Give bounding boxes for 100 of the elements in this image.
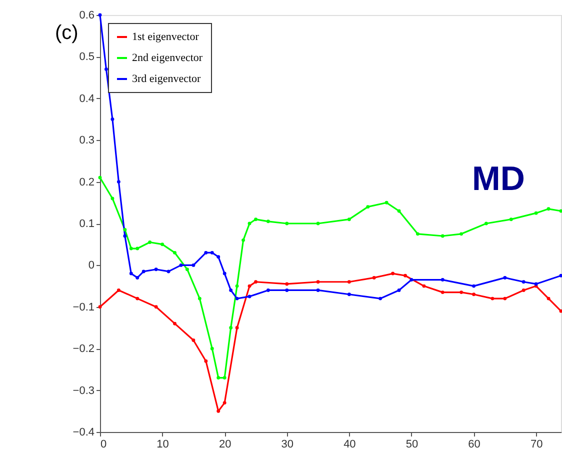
y-tick-label: −0.3 xyxy=(72,384,94,397)
point xyxy=(116,180,120,184)
point xyxy=(285,282,289,286)
point xyxy=(129,246,133,250)
point xyxy=(222,376,226,380)
point xyxy=(248,294,252,298)
point xyxy=(546,207,550,211)
point xyxy=(559,309,562,313)
point xyxy=(123,234,127,238)
point xyxy=(210,346,214,350)
point xyxy=(173,250,176,254)
point xyxy=(154,305,158,309)
x-tick-label: 30 xyxy=(281,438,294,450)
point xyxy=(285,288,289,292)
point xyxy=(559,274,562,278)
point xyxy=(422,284,426,288)
point xyxy=(192,263,196,267)
point xyxy=(148,240,152,244)
point xyxy=(460,232,464,236)
y-tick-label: 0.2 xyxy=(79,176,94,188)
point xyxy=(440,278,444,282)
point xyxy=(285,222,289,226)
point xyxy=(503,276,507,280)
point xyxy=(222,272,226,276)
point xyxy=(440,290,444,294)
point xyxy=(347,292,351,296)
line-series xyxy=(98,272,562,413)
point xyxy=(397,288,401,292)
point xyxy=(154,268,158,272)
point xyxy=(503,296,507,300)
point xyxy=(347,218,351,222)
point xyxy=(378,296,382,300)
point xyxy=(546,296,550,300)
y-tick-label: 0.3 xyxy=(79,134,94,147)
point xyxy=(104,67,108,71)
point xyxy=(440,234,444,238)
x-tick-label: 10 xyxy=(156,438,169,450)
legend-label: 1st eigenvector xyxy=(132,31,200,43)
point xyxy=(136,296,140,300)
point xyxy=(472,284,476,288)
point xyxy=(384,200,388,204)
point xyxy=(222,401,226,405)
point xyxy=(316,288,320,292)
x-tick-label: 60 xyxy=(468,438,480,450)
point xyxy=(204,250,208,254)
point xyxy=(123,228,127,232)
point xyxy=(522,288,526,292)
y-tick-label: −0.4 xyxy=(72,426,94,438)
y-tick-label: 0 xyxy=(88,260,94,272)
point xyxy=(472,292,476,296)
point xyxy=(509,218,513,222)
point xyxy=(559,209,562,213)
point xyxy=(416,232,420,236)
point xyxy=(166,270,170,274)
point xyxy=(248,284,252,288)
point xyxy=(404,274,407,278)
point xyxy=(216,376,220,380)
point xyxy=(229,288,233,292)
point xyxy=(266,288,270,292)
point xyxy=(534,211,538,215)
x-tick-label: 70 xyxy=(530,438,543,450)
point xyxy=(391,272,395,276)
point xyxy=(522,280,526,284)
point xyxy=(460,290,464,294)
x-tick-label: 20 xyxy=(218,438,232,450)
legend-label: 2nd eigenvector xyxy=(132,52,203,64)
point xyxy=(235,284,239,288)
annotation: MD xyxy=(472,160,525,198)
x-tick-label: 40 xyxy=(344,438,356,450)
point xyxy=(110,118,114,121)
point xyxy=(266,220,270,224)
x-tick-label: 50 xyxy=(406,438,418,450)
legend-label: 3rd eigenvector xyxy=(132,73,202,85)
y-tick-label: −0.2 xyxy=(72,343,94,356)
point xyxy=(210,250,214,254)
point xyxy=(229,326,233,330)
x-tick-label: 0 xyxy=(100,438,107,450)
y-tick-label: 0.4 xyxy=(79,92,94,105)
point xyxy=(136,276,140,280)
point xyxy=(216,255,220,259)
point xyxy=(204,359,208,363)
point xyxy=(173,322,176,326)
point xyxy=(185,268,189,272)
point xyxy=(179,263,183,267)
point xyxy=(484,222,488,226)
point xyxy=(192,338,196,342)
point xyxy=(347,280,351,284)
y-tick-label: −0.1 xyxy=(72,301,94,314)
y-tick-label: 0.6 xyxy=(79,10,94,22)
point xyxy=(198,296,202,300)
point xyxy=(235,326,239,330)
point xyxy=(316,280,320,284)
point xyxy=(397,209,401,213)
point xyxy=(248,222,252,226)
point xyxy=(242,238,246,242)
point xyxy=(160,242,164,246)
text: (c) xyxy=(55,22,78,44)
point xyxy=(410,278,414,282)
point xyxy=(142,270,146,274)
y-tick-label: 0.1 xyxy=(79,218,94,230)
